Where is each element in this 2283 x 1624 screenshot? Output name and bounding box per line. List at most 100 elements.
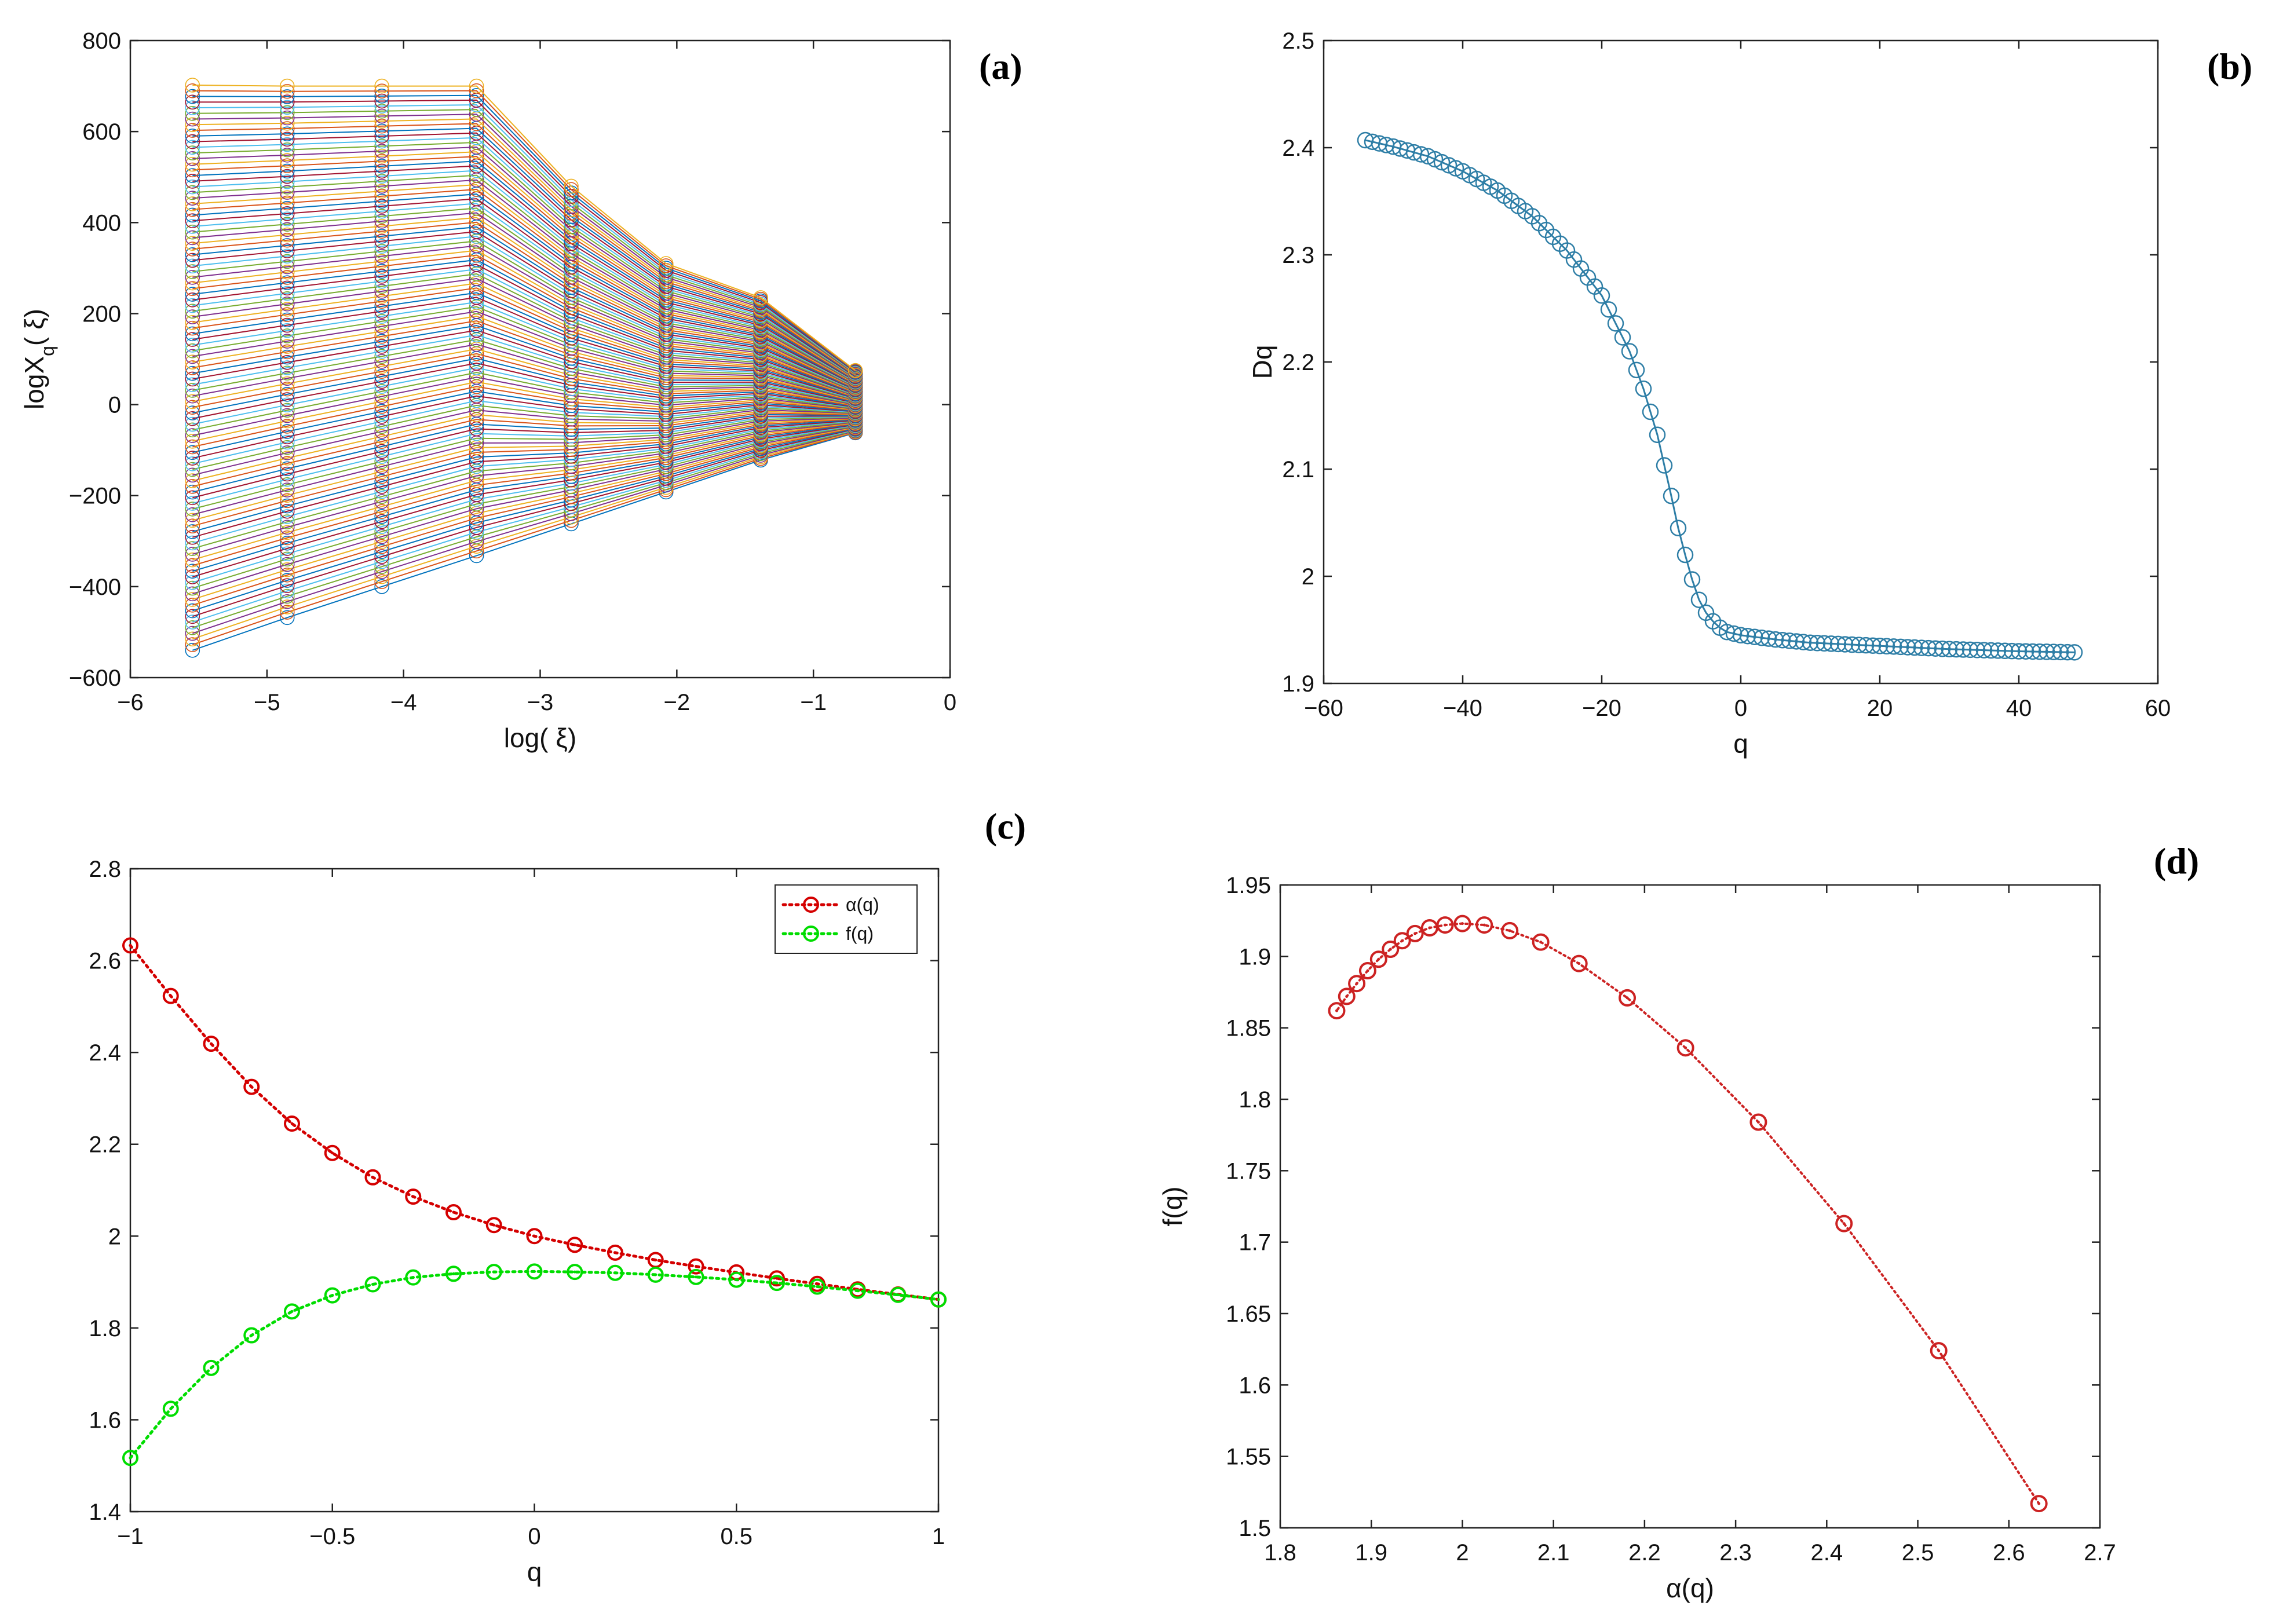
x-tick-label: 2 xyxy=(1456,1540,1469,1566)
data-point-dot xyxy=(1482,923,1486,927)
data-point xyxy=(1607,315,1624,332)
data-point-dot xyxy=(169,994,173,998)
data-point xyxy=(1746,628,1763,645)
data-point xyxy=(185,315,200,330)
data-point xyxy=(1767,631,1784,648)
series-line xyxy=(192,104,856,374)
data-point xyxy=(185,196,200,211)
data-point xyxy=(1619,989,1637,1007)
data-point xyxy=(374,173,389,189)
data-point xyxy=(185,179,200,195)
data-point xyxy=(374,534,389,549)
data-point-dot xyxy=(1428,926,1431,930)
series-line xyxy=(192,400,856,464)
data-point xyxy=(1809,635,1826,652)
data-point-dot xyxy=(371,1283,374,1286)
data-point xyxy=(279,525,295,540)
data-point xyxy=(374,288,389,304)
data-point xyxy=(848,363,863,378)
data-point xyxy=(1369,950,1387,968)
data-point xyxy=(374,133,389,149)
y-tick-label: 0 xyxy=(108,393,121,418)
data-point xyxy=(1570,954,1588,972)
data-point-dot xyxy=(129,1456,132,1460)
data-point xyxy=(185,564,200,579)
data-point xyxy=(374,93,389,109)
y-tick-label: 1.9 xyxy=(1239,944,1271,970)
data-point xyxy=(374,383,389,399)
data-point xyxy=(185,371,200,387)
data-point xyxy=(185,123,200,138)
chart-c: −1 −0.5 0 0.5 1 1.4 1.6 1.8 2 2.2 2.4 2.6 2.8 q α(q) f(… xyxy=(89,857,947,1587)
data-point-dot xyxy=(371,1176,374,1179)
series-line xyxy=(192,273,856,396)
y-axis-label-part: ( ξ) xyxy=(19,309,49,346)
data-point xyxy=(1927,640,1944,657)
data-point xyxy=(374,138,389,154)
data-point xyxy=(374,414,389,429)
data-point xyxy=(185,281,200,297)
data-point xyxy=(185,156,200,172)
data-point xyxy=(279,211,295,226)
data-point-dot xyxy=(816,1282,819,1286)
data-point xyxy=(185,513,200,528)
data-point xyxy=(185,332,200,347)
data-point xyxy=(1628,361,1645,379)
data-point xyxy=(284,1115,300,1132)
data-point-dot xyxy=(654,1259,657,1262)
data-point xyxy=(185,637,200,652)
data-point xyxy=(185,320,200,336)
series-line xyxy=(192,427,856,606)
data-point xyxy=(374,444,389,459)
data-point xyxy=(890,1286,907,1303)
data-point xyxy=(279,78,295,94)
data-point xyxy=(279,344,295,360)
data-point xyxy=(374,489,389,504)
data-point-dot xyxy=(492,1223,496,1227)
data-point xyxy=(374,254,389,269)
panel-label-c: (c) xyxy=(985,806,1027,847)
series-line xyxy=(192,431,856,640)
data-point xyxy=(185,242,200,257)
data-point xyxy=(185,309,200,324)
series-line xyxy=(192,376,856,437)
data-point xyxy=(445,1265,462,1282)
y-tick-label: 1.9 xyxy=(1282,671,1314,697)
data-point xyxy=(1892,638,1909,656)
x-tick-label: 0 xyxy=(944,690,956,715)
data-point xyxy=(1676,1039,1694,1057)
data-point xyxy=(607,1244,623,1261)
series-line xyxy=(192,423,856,572)
series-line xyxy=(192,416,856,504)
data-point xyxy=(1836,636,1854,653)
data-point xyxy=(185,496,200,511)
data-point xyxy=(1348,975,1366,993)
data-point xyxy=(374,108,389,124)
data-point xyxy=(1649,426,1666,444)
data-point xyxy=(930,1291,947,1308)
panel-label-b: (b) xyxy=(2207,46,2253,87)
data-point xyxy=(374,78,389,94)
data-point xyxy=(753,290,768,305)
data-point xyxy=(688,1268,704,1285)
series-line xyxy=(192,236,856,392)
data-point xyxy=(279,153,295,168)
data-point xyxy=(374,379,389,394)
data-point-dot xyxy=(1389,948,1392,951)
data-point xyxy=(185,287,200,302)
data-point xyxy=(1864,637,1882,654)
data-point xyxy=(1753,629,1770,646)
data-point xyxy=(1426,151,1444,168)
data-point xyxy=(374,294,389,309)
data-point xyxy=(279,254,295,269)
series-line xyxy=(192,203,856,387)
data-point xyxy=(374,389,389,404)
data-point xyxy=(185,275,200,291)
data-point xyxy=(324,1144,341,1161)
data-point xyxy=(374,539,389,554)
x-tick-label: −6 xyxy=(117,690,144,715)
data-point xyxy=(279,94,295,109)
data-point xyxy=(1420,919,1438,937)
data-point-dot xyxy=(1413,932,1417,935)
data-point xyxy=(1690,591,1708,608)
